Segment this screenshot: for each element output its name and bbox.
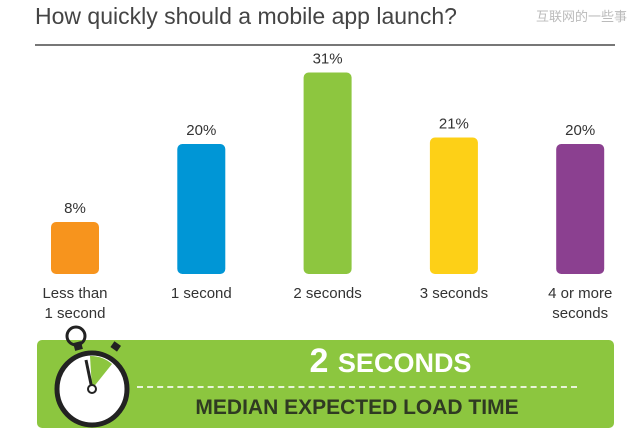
title-divider	[35, 44, 615, 46]
category-label: seconds	[552, 305, 608, 322]
median-subtitle: MEDIAN EXPECTED LOAD TIME	[195, 396, 519, 419]
median-unit: SECONDS	[337, 348, 472, 378]
bar	[556, 144, 605, 274]
data-label: 21%	[439, 116, 469, 133]
median-number: 2	[309, 342, 329, 380]
data-label: 20%	[565, 122, 595, 139]
data-label: 20%	[186, 122, 216, 139]
chart-title: How quickly should a mobile app launch?	[35, 3, 457, 29]
bar-chart: 8% Less than 1 second 20% 1 second 31% 2 secon…	[42, 51, 612, 323]
data-label: 8%	[64, 200, 86, 217]
bar	[51, 222, 99, 274]
category-label: Less than	[42, 285, 107, 302]
category-label: 1 second	[45, 305, 106, 322]
bar	[429, 137, 478, 274]
bar	[177, 144, 226, 274]
dashed-divider	[137, 386, 577, 388]
median-banner: 2 SECONDS MEDIAN EXPECTED LOAD TIME	[37, 340, 614, 428]
bar	[303, 72, 352, 274]
data-label: 31%	[313, 51, 343, 68]
watermark: 互联网的一些事	[536, 10, 628, 25]
category-label: 3 seconds	[420, 285, 488, 302]
category-label: 2 seconds	[293, 285, 361, 302]
category-label: 4 or more	[548, 285, 612, 302]
category-label: 1 second	[171, 285, 232, 302]
median-value: 2 SECONDS	[167, 342, 614, 381]
